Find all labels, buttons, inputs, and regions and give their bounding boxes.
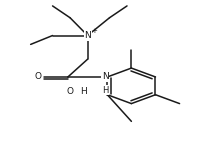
Text: O: O — [35, 73, 42, 81]
Text: H: H — [102, 86, 108, 95]
Text: N: N — [102, 73, 108, 81]
Text: +: + — [92, 28, 97, 34]
Text: H: H — [80, 87, 87, 96]
Text: O: O — [67, 87, 74, 96]
Text: N: N — [84, 31, 91, 40]
